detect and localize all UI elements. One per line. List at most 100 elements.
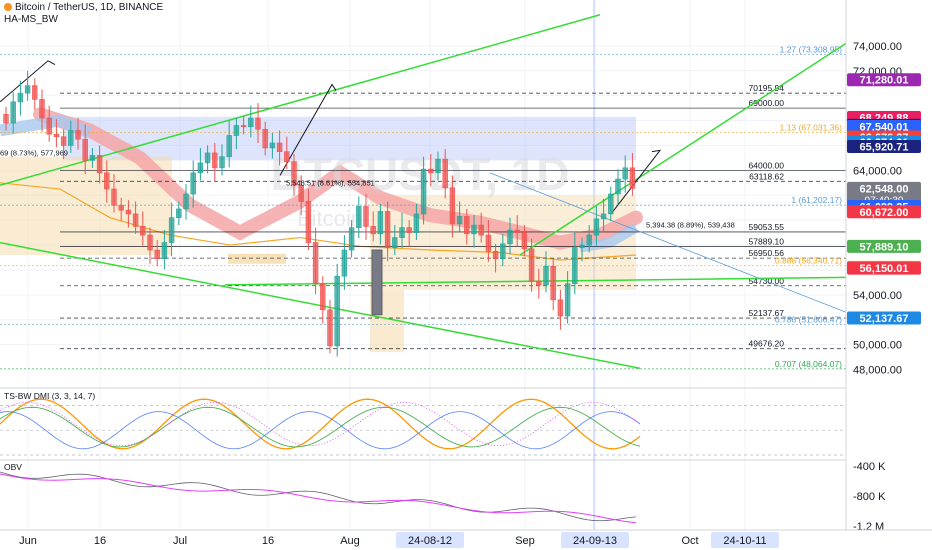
candle [579,237,585,262]
candle [255,103,261,143]
candle [557,289,564,330]
candle [435,151,441,181]
candle-body [564,283,571,317]
candle-body [377,211,384,235]
candle [240,115,247,135]
candle-body [269,142,276,149]
price-label-tag [847,73,921,87]
price-label-tag [847,205,921,219]
candle [500,233,506,267]
price-label-tag [847,119,921,133]
candle-body [168,217,175,243]
candle [442,149,448,199]
indicator-header[interactable]: HA-MS_BW [4,14,58,25]
time-tick-label: 16 [94,535,106,547]
candle [456,201,463,232]
candle-body [615,178,621,195]
ma-ribbon-blue [579,223,639,253]
candle [32,78,38,110]
annotations: 69 (8.73%), 577,969 5,548.51 (8.61%), 554… [0,148,735,229]
candle [197,147,204,181]
candle [82,124,88,175]
candle [219,144,225,176]
candle-body [384,211,391,248]
candle [392,225,398,256]
candle [46,105,52,142]
price-axis[interactable]: 74,000.0072,000.0064,000.0054,000.0050,0… [845,0,932,530]
candle-body [161,242,168,260]
candle [377,203,384,245]
candle [348,220,355,258]
candle-body [60,136,67,146]
watermark-big: BTCUSDT, 1D [270,148,569,200]
candle [341,235,348,290]
candle-body [456,216,463,225]
time-tick-label: 24-08-12 [408,535,452,547]
candle-body [255,117,261,130]
candle [572,232,578,295]
highlighted-candle [371,249,383,316]
candle [600,198,607,233]
candle-body [341,249,348,277]
candle [536,268,542,299]
candle [528,238,535,292]
candle-body [536,280,542,286]
candle-body [514,229,520,233]
candle [10,91,16,134]
candle-body [140,226,146,236]
price-tick-label: 64,000.00 [853,165,902,177]
symbol-header[interactable]: Bitcoin / TetherUS, 1D, BINANCE [4,2,163,13]
candle-body [420,168,427,215]
candle [161,230,168,270]
candle-body [507,229,513,245]
candle-body [485,234,492,252]
level-label: 1.27 (73,308.95) [780,44,843,54]
candle-body [327,309,333,347]
candle [118,197,124,221]
candle-body [521,232,528,250]
arrow-line [0,60,56,103]
candle [507,217,513,255]
candle [269,133,276,159]
candle-body [298,184,304,202]
candle-body [183,193,189,210]
time-tick-label: 24-10-11 [723,535,766,547]
candle [356,196,362,239]
level-label: 57889.10 [749,236,785,246]
candle [262,121,268,156]
candle-body [17,92,24,103]
candle-body [46,117,52,135]
candle-body [320,283,326,311]
candle [24,70,31,101]
measure-annotation: 69 (8.73%), 577,969 [0,148,68,157]
candle [615,169,621,205]
candle-body [622,167,628,180]
level-label: 69000.00 [749,98,785,108]
obv-tick-label: -800 K [853,491,886,503]
candle-body [478,224,484,236]
candle [363,194,369,241]
supply-zone [64,116,636,161]
time-highlight [561,532,629,548]
candle [305,189,312,251]
price-label-tag [847,261,921,275]
candle [168,202,175,257]
candle-body [471,224,477,235]
dmi-purple-line [0,401,641,447]
time-axis[interactable]: Jun 16 Jul 16 Aug 24-08-12 Sep 24-09-13 Oct 24-10… [0,529,932,550]
candle-body [233,125,240,136]
candle [464,208,470,245]
candle [334,263,340,357]
dmi-blue-line [0,411,641,450]
candle [284,136,290,170]
candle-body [608,193,614,215]
demand-zone [0,156,172,256]
candle-body [557,299,564,317]
candle-body [464,216,470,235]
level-label: 59053.55 [749,222,785,232]
bitcoin-icon [4,3,12,11]
price-label-tag [847,311,921,325]
candle-body [600,213,607,220]
candle-body [96,155,103,174]
